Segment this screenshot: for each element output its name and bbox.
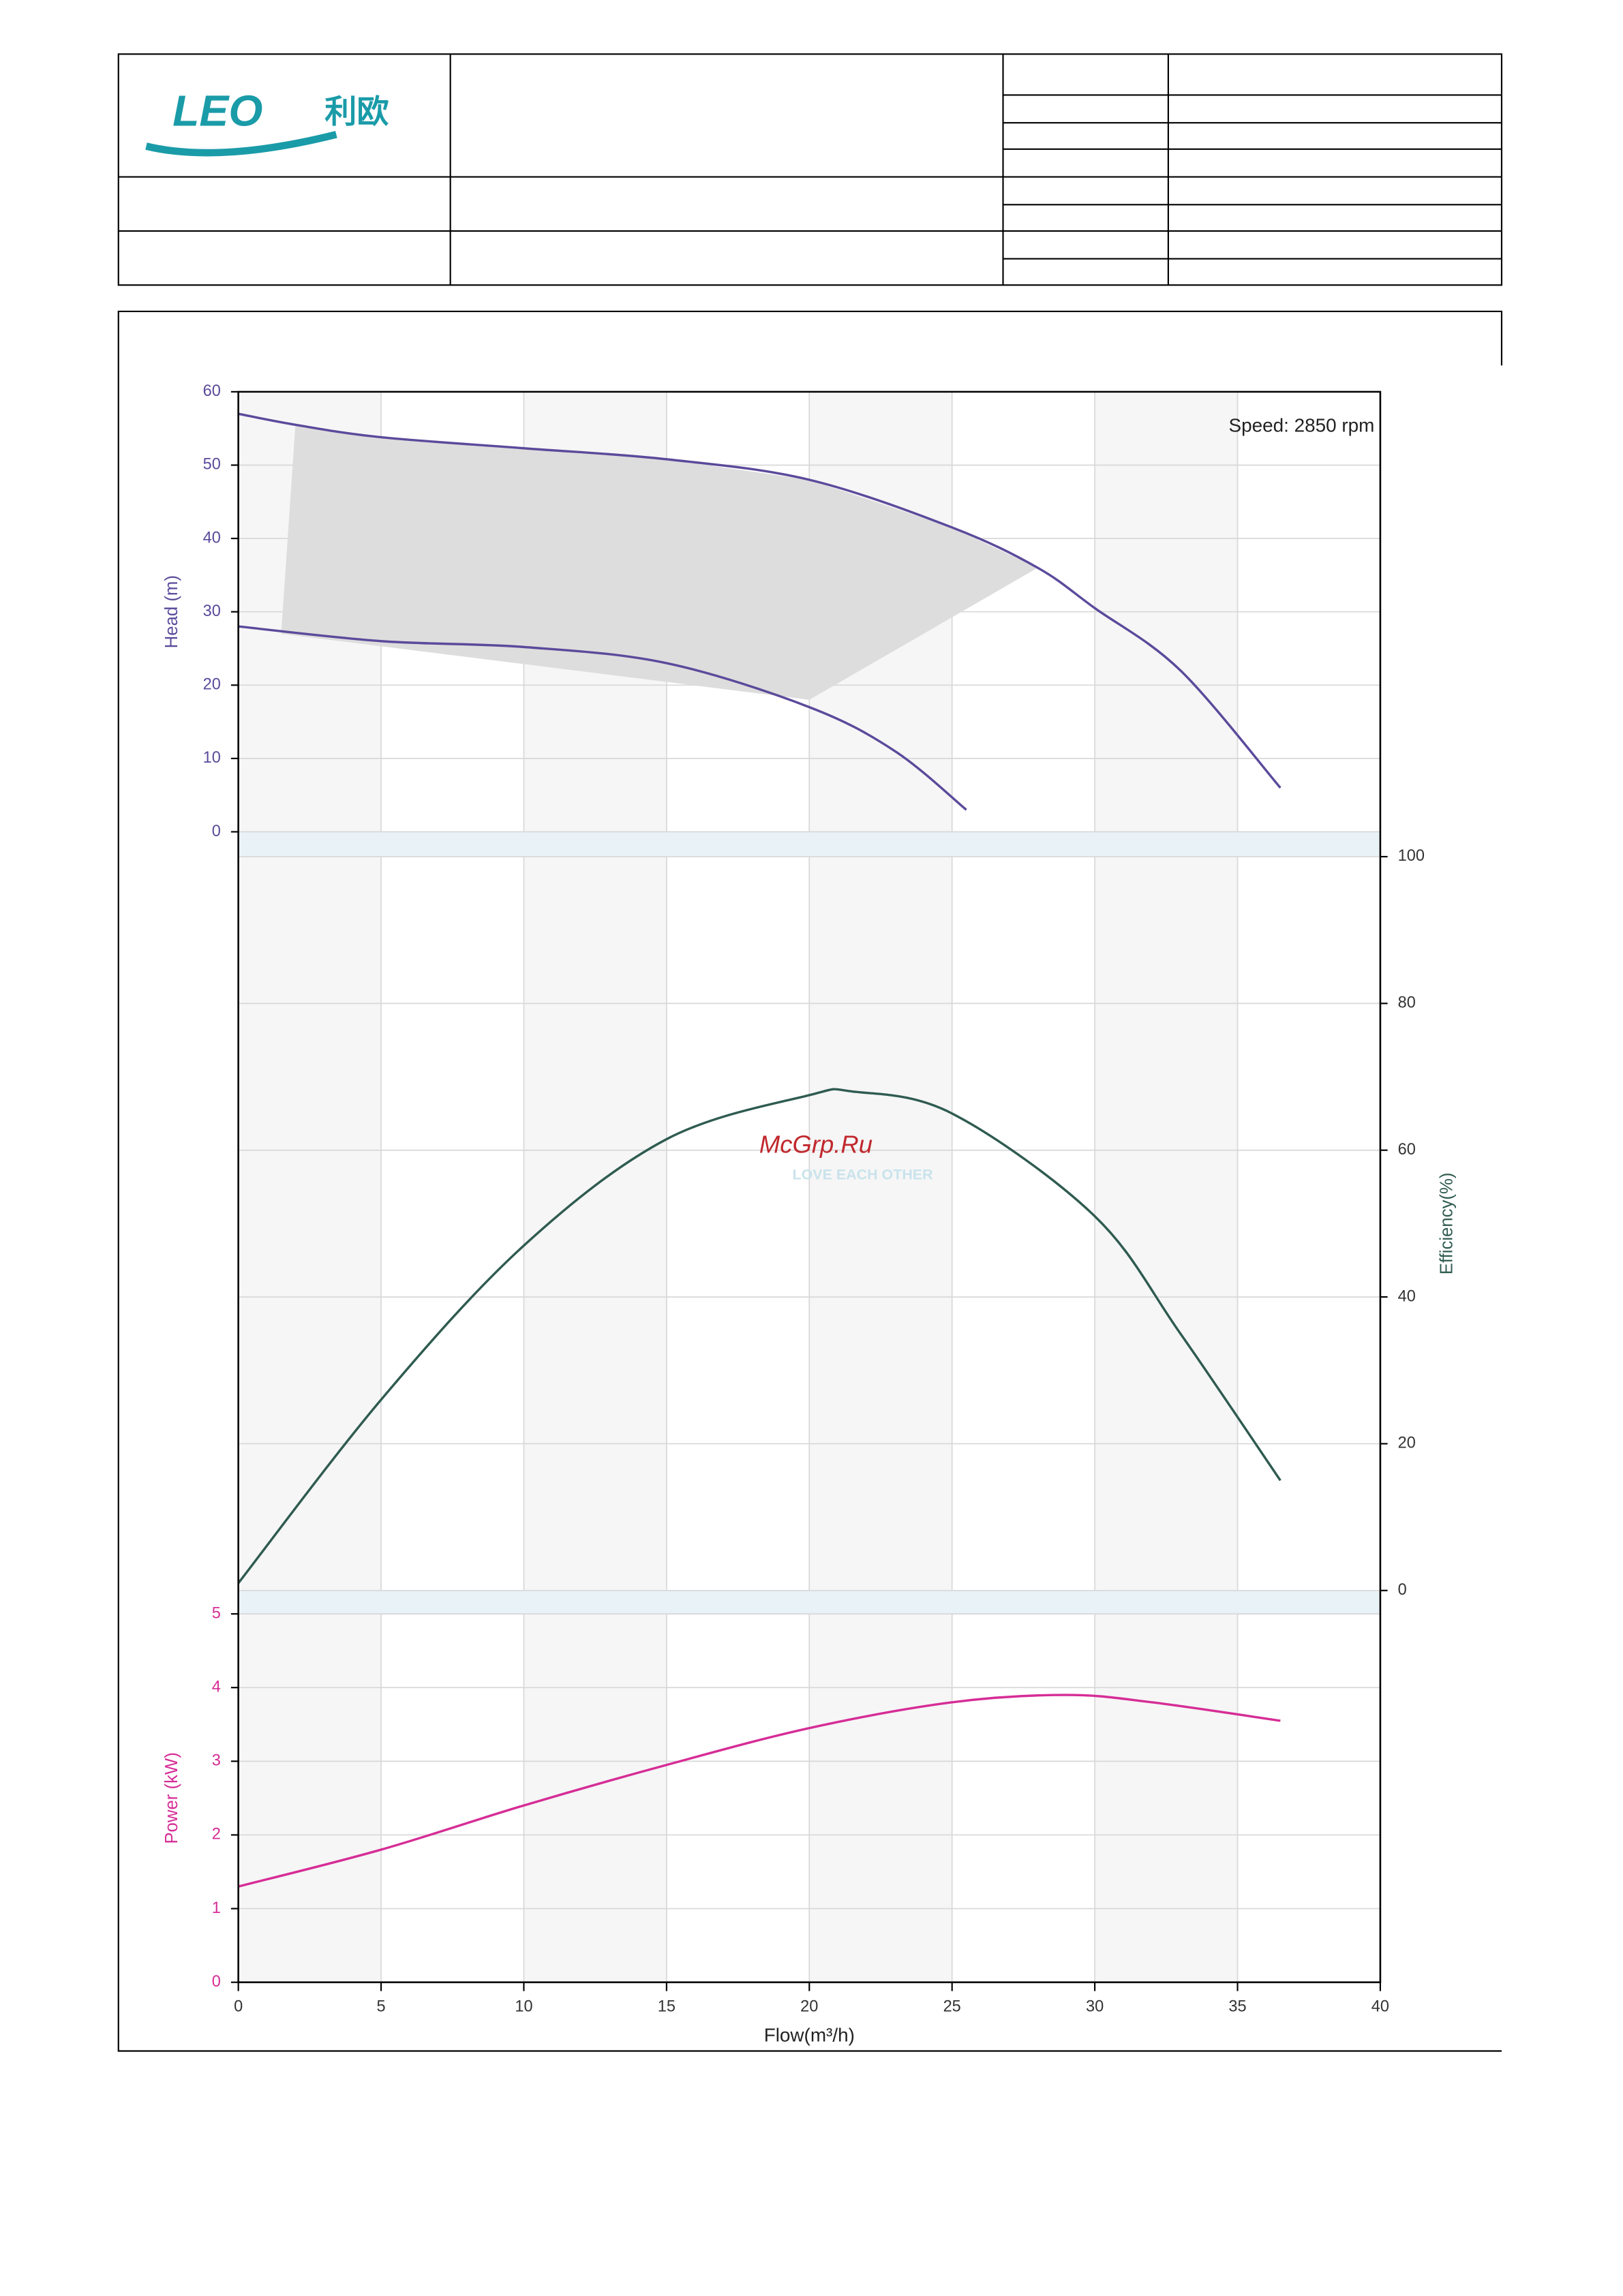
x-tick-label: 5 bbox=[376, 1997, 385, 2015]
y-tick-label: 30 bbox=[203, 602, 221, 619]
y-axis-label: Power (kW) bbox=[162, 1752, 181, 1843]
panel-gap bbox=[238, 831, 1380, 857]
x-tick-label: 30 bbox=[1086, 1997, 1104, 2015]
x-axis-label: Flow(m³/h) bbox=[764, 2024, 855, 2045]
x-tick-label: 10 bbox=[515, 1997, 532, 2015]
y-axis-label: Efficiency(%) bbox=[1437, 1173, 1456, 1275]
watermark-slogan: LOVE EACH OTHER bbox=[793, 1166, 934, 1182]
annotation: Speed: 2850 rpm bbox=[1228, 415, 1374, 436]
curve bbox=[238, 625, 967, 811]
column-band bbox=[238, 391, 382, 1983]
y-tick-label: 40 bbox=[1398, 1287, 1416, 1304]
y-tick-label: 20 bbox=[203, 675, 221, 693]
curve bbox=[237, 1088, 1281, 1585]
x-tick-label: 20 bbox=[800, 1997, 818, 2015]
y-tick-label: 0 bbox=[1398, 1580, 1407, 1598]
x-tick-label: 15 bbox=[658, 1997, 676, 2015]
y-tick-label: 20 bbox=[1398, 1434, 1416, 1452]
y-tick-label: 0 bbox=[212, 1972, 221, 1990]
plot-border bbox=[237, 391, 1382, 1983]
watermark: McGrp.Ru bbox=[759, 1130, 873, 1158]
y-tick-label: 3 bbox=[212, 1751, 221, 1769]
operating-region bbox=[281, 425, 1038, 700]
y-tick-label: 40 bbox=[203, 528, 221, 546]
y-tick-label: 50 bbox=[203, 455, 221, 473]
curve bbox=[238, 412, 1281, 789]
y-tick-label: 4 bbox=[212, 1677, 221, 1695]
y-tick-label: 60 bbox=[203, 382, 221, 399]
y-tick-label: 100 bbox=[1398, 846, 1425, 864]
x-tick-label: 0 bbox=[234, 1997, 243, 2015]
panel-gap bbox=[238, 1590, 1380, 1614]
y-tick-label: 1 bbox=[212, 1899, 221, 1916]
table-border bbox=[117, 53, 1503, 286]
y-tick-label: 80 bbox=[1398, 994, 1416, 1011]
y-axis-label: Head (m) bbox=[162, 575, 181, 648]
curve bbox=[238, 1694, 1281, 1888]
y-tick-label: 5 bbox=[212, 1604, 221, 1621]
column-band bbox=[1095, 391, 1238, 1983]
y-tick-label: 2 bbox=[212, 1825, 221, 1843]
x-tick-label: 40 bbox=[1371, 1997, 1389, 2015]
chart-frame bbox=[117, 310, 1503, 2052]
logo-text: LEO bbox=[172, 86, 262, 135]
y-tick-label: 0 bbox=[212, 822, 221, 840]
header-table bbox=[117, 53, 1503, 286]
logo-cn: 利欧 bbox=[324, 94, 389, 130]
x-tick-label: 35 bbox=[1228, 1997, 1246, 2015]
logo-swoosh bbox=[145, 131, 337, 157]
x-tick-label: 25 bbox=[943, 1997, 961, 2015]
y-tick-label: 60 bbox=[1398, 1140, 1416, 1158]
y-tick-label: 10 bbox=[203, 748, 221, 766]
